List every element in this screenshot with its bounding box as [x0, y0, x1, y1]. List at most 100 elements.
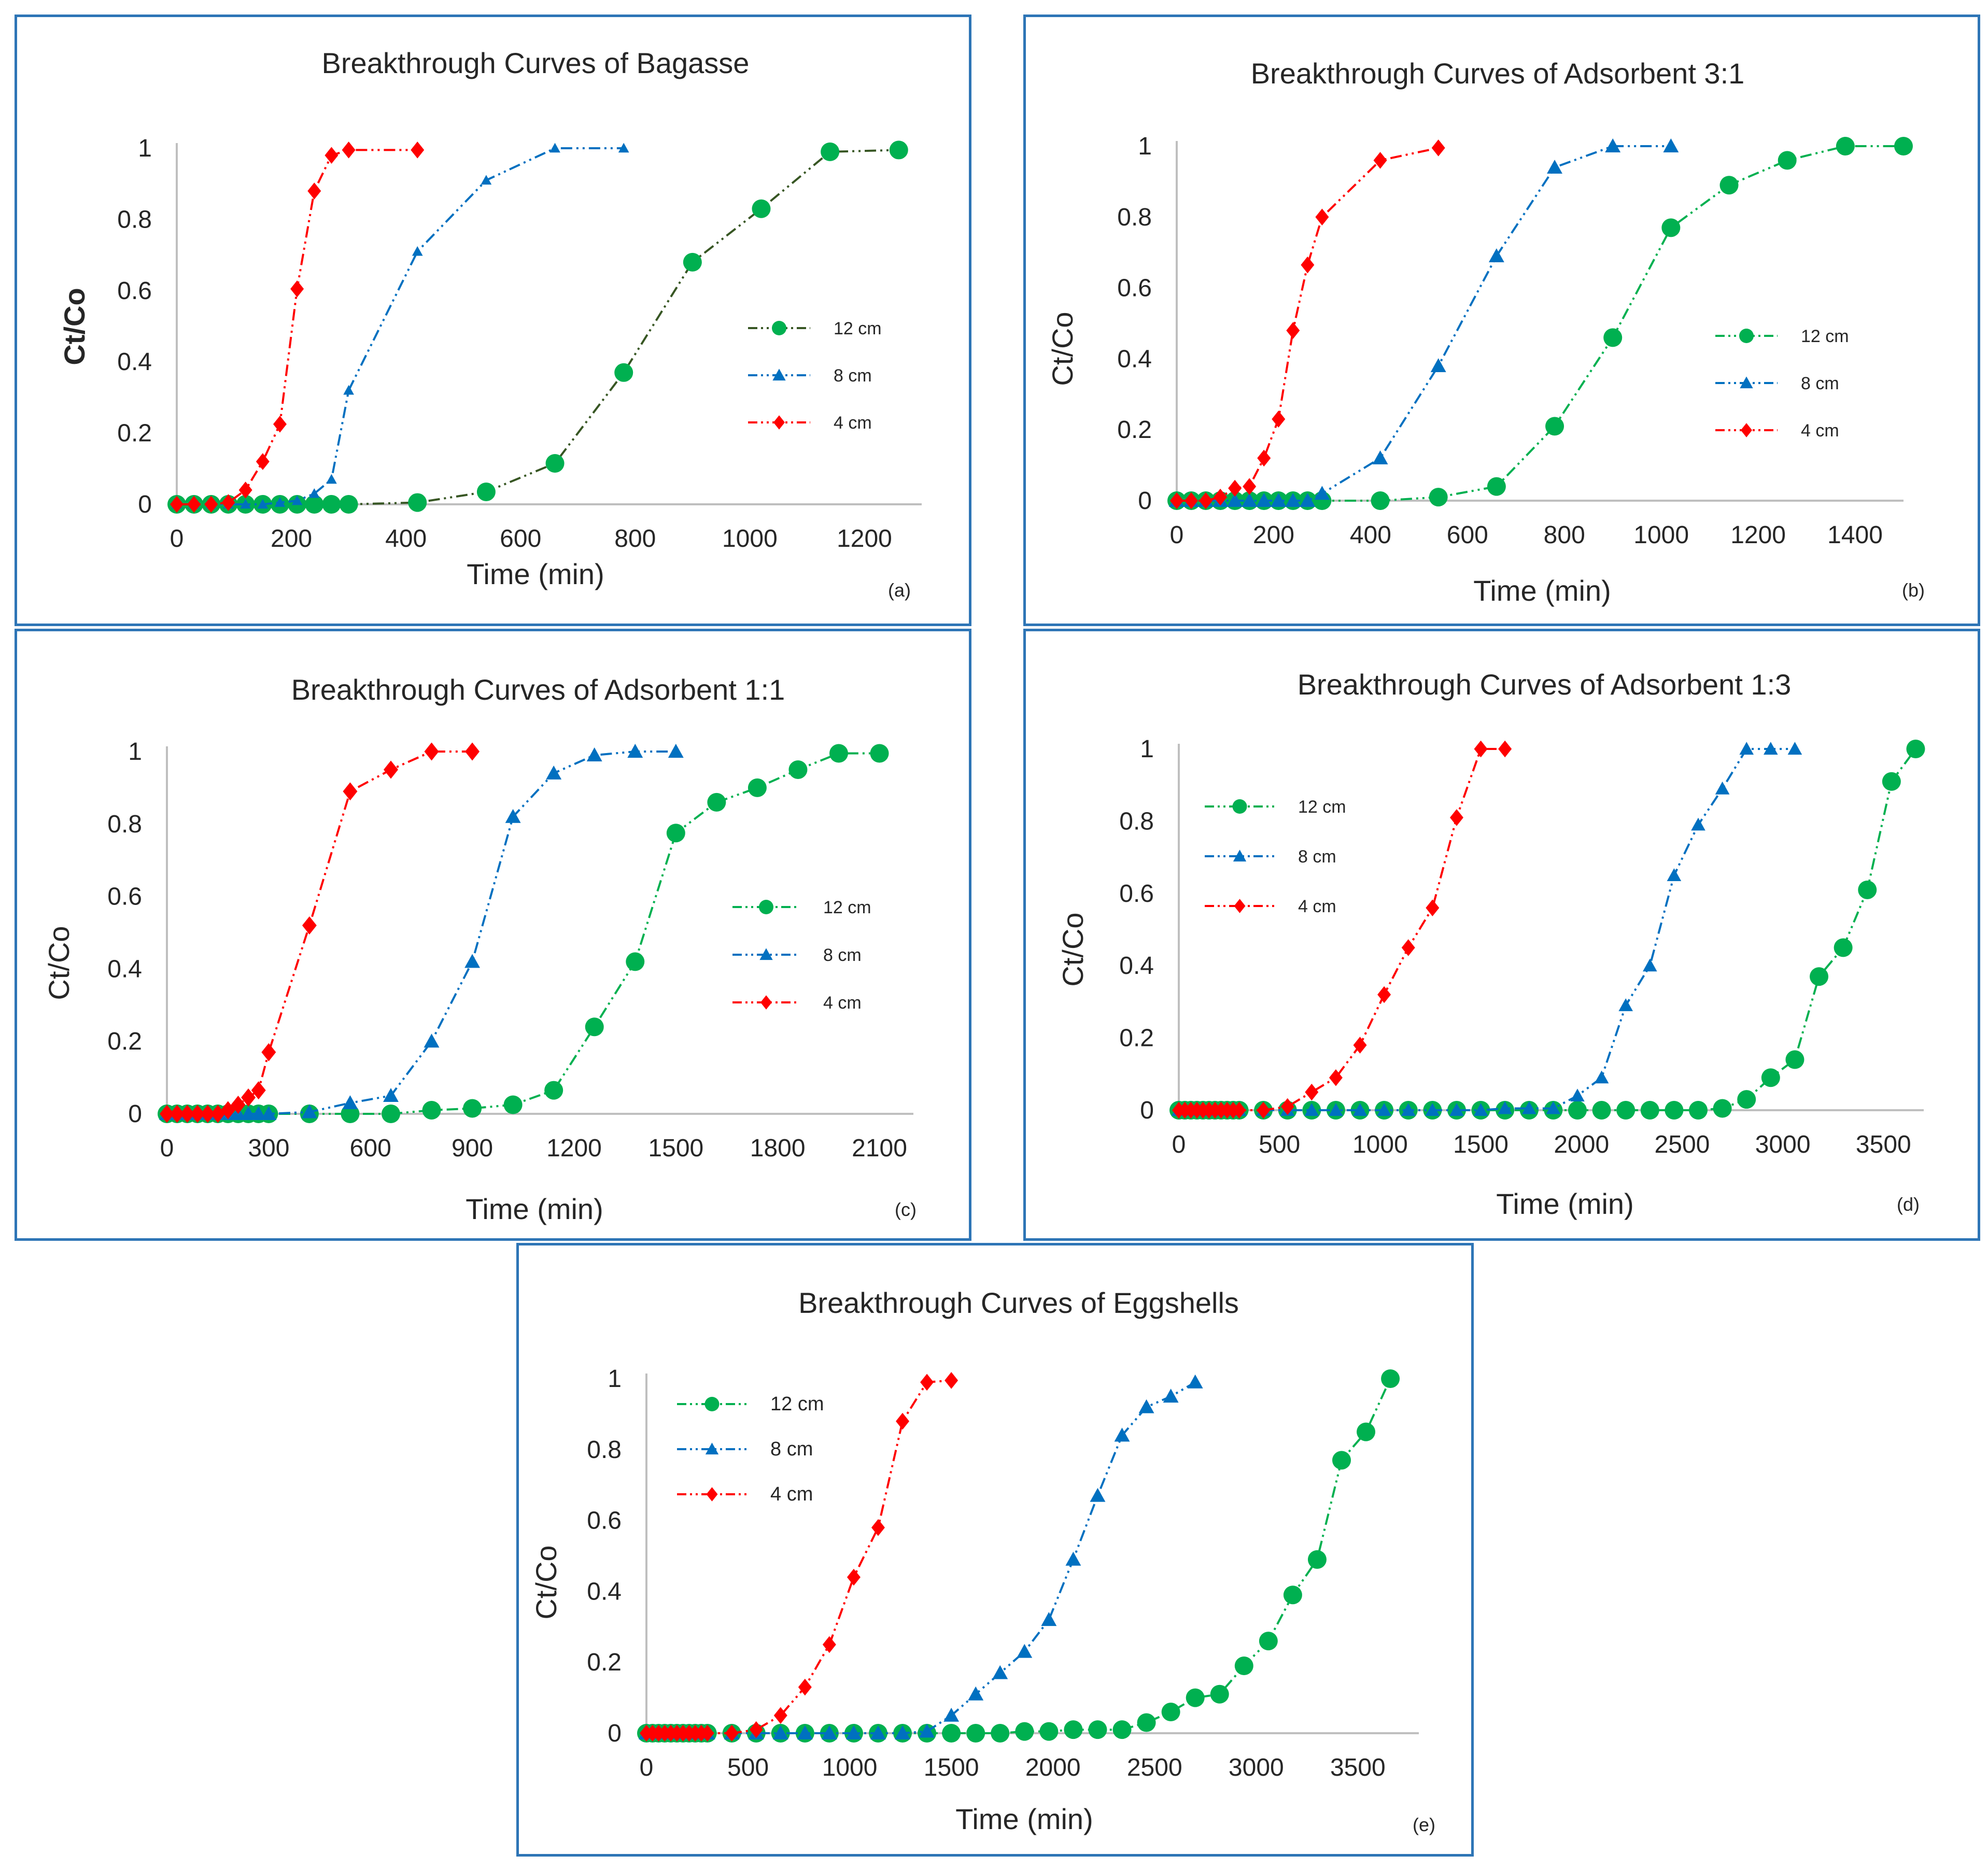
data-point	[847, 1568, 861, 1586]
data-point	[1882, 772, 1901, 791]
y-tick-label: 0.2	[107, 1028, 142, 1055]
x-tick-label: 3500	[1856, 1131, 1911, 1158]
data-point	[1787, 742, 1802, 755]
series-4-cm	[160, 742, 480, 1123]
data-point	[895, 1725, 911, 1739]
series-12-cm	[1167, 137, 1913, 510]
data-point	[1039, 1722, 1059, 1741]
y-tick-label: 0.2	[587, 1649, 622, 1676]
series-line	[1179, 748, 1505, 1111]
data-point	[250, 1106, 266, 1120]
data-point	[1719, 176, 1739, 195]
data-point	[503, 1095, 523, 1114]
x-axis-label: Time (min)	[466, 1193, 603, 1225]
data-point	[1377, 986, 1391, 1003]
x-tick-label: 400	[385, 525, 427, 553]
data-point	[1185, 492, 1199, 509]
data-point	[1372, 450, 1388, 464]
legend: 12 cm 8 cm 4 cm	[1205, 797, 1346, 916]
data-point	[1371, 491, 1390, 510]
series-line	[1179, 748, 1795, 1111]
y-tick-label: 0.8	[1117, 204, 1152, 231]
chart-e-svg: Breakthrough Curves of Eggshells 0 500 100…	[530, 1286, 1435, 1835]
data-point	[273, 416, 287, 433]
data-point	[1228, 479, 1242, 497]
data-point	[1300, 493, 1316, 507]
x-tick-label: 0	[170, 525, 184, 553]
data-point	[1810, 967, 1829, 986]
data-point	[707, 792, 726, 812]
series-line	[177, 149, 899, 505]
y-tick-label: 1	[128, 738, 142, 766]
data-point	[1426, 899, 1440, 916]
data-point	[382, 1105, 400, 1123]
y-tick-label: 0.2	[1119, 1025, 1154, 1052]
data-point	[1332, 1451, 1351, 1470]
chart-panel-b: Breakthrough Curves of Adsorbent 3:1 0 20…	[1023, 15, 1980, 626]
data-point	[1488, 248, 1504, 262]
series-4-cm	[1172, 740, 1512, 1119]
legend-marker	[1740, 376, 1753, 389]
data-point	[251, 1081, 266, 1100]
y-tick-label: 0.6	[107, 883, 142, 911]
data-point	[1661, 218, 1681, 237]
data-point	[384, 760, 398, 779]
data-point	[1377, 1103, 1391, 1116]
y-tick-label: 0.6	[117, 277, 152, 305]
data-point	[291, 495, 303, 505]
data-point	[1114, 1427, 1130, 1442]
data-point	[1785, 1050, 1804, 1069]
x-tick-label: 300	[248, 1135, 289, 1162]
data-point	[1381, 1369, 1400, 1388]
data-point	[1065, 1551, 1081, 1566]
data-point	[1186, 1688, 1205, 1707]
data-point	[845, 1725, 862, 1739]
legend-label: 12 cm	[770, 1393, 824, 1415]
data-point	[200, 1105, 215, 1123]
series-line	[167, 751, 676, 1115]
data-point	[274, 497, 286, 507]
x-tick-label: 2000	[1554, 1131, 1609, 1158]
data-point	[187, 495, 201, 513]
data-point	[1689, 1101, 1708, 1120]
x-tick-label: 1200	[837, 525, 892, 553]
y-tick-label: 1	[608, 1365, 622, 1393]
y-axis-label: Ct/Co	[58, 288, 91, 365]
x-tick-label: 200	[1253, 521, 1294, 549]
series-12-cm	[1169, 740, 1925, 1120]
data-point	[889, 140, 908, 160]
legend: 12 cm 8 cm 4 cm	[732, 898, 871, 1013]
x-tick-label: 2100	[852, 1135, 907, 1162]
y-axis-label: Ct/Co	[530, 1545, 562, 1619]
series-8-cm	[639, 1374, 1203, 1739]
data-point	[798, 1678, 812, 1696]
data-point	[302, 916, 317, 935]
data-point	[1429, 488, 1448, 507]
data-point	[752, 199, 771, 218]
chart-d-svg: Breakthrough Curves of Adsorbent 1:3 0 50…	[1056, 668, 1925, 1220]
x-tick-label: 0	[1170, 521, 1184, 549]
data-point	[991, 1724, 1010, 1743]
x-tick-label: 200	[271, 525, 312, 553]
data-point	[1713, 1099, 1732, 1118]
data-point	[190, 1105, 205, 1123]
legend-label: 12 cm	[823, 898, 871, 917]
legend-label: 8 cm	[834, 366, 872, 386]
data-point	[1305, 1083, 1319, 1101]
data-point	[725, 1724, 739, 1742]
data-point	[668, 744, 684, 758]
legend-label: 8 cm	[823, 945, 862, 965]
data-point	[749, 1721, 763, 1738]
data-point	[1090, 1488, 1106, 1502]
y-tick-label: 0.8	[107, 811, 142, 838]
data-point	[1547, 160, 1562, 174]
x-tick-label: 2500	[1655, 1131, 1710, 1158]
x-tick-label: 400	[1350, 521, 1391, 549]
x-tick-label: 900	[452, 1135, 493, 1162]
data-point	[343, 782, 358, 801]
x-tick-label: 800	[614, 525, 656, 553]
chart-c-svg: Breakthrough Curves of Adsorbent 1:1 0 30…	[43, 673, 917, 1225]
data-point	[822, 1636, 836, 1653]
legend-label: 12 cm	[834, 319, 882, 338]
series-line	[167, 751, 473, 1115]
